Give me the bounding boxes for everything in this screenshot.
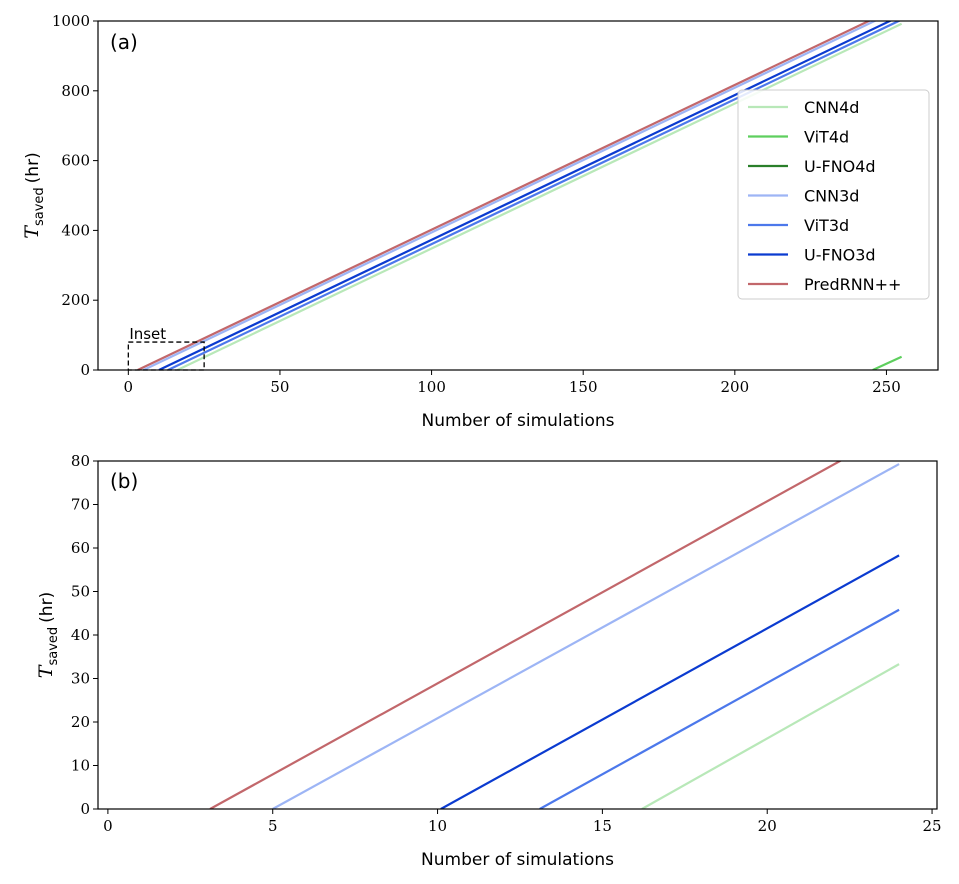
legend-entry-u-fno4d: U-FNO4d bbox=[804, 157, 876, 176]
series-line-u-fno3d bbox=[440, 554, 900, 809]
x-tick-label: 50 bbox=[270, 378, 289, 396]
y-tick-label: 400 bbox=[61, 221, 90, 239]
x-tick-label: 250 bbox=[872, 378, 901, 396]
x-tick-label: 150 bbox=[569, 378, 598, 396]
series-group bbox=[209, 461, 900, 809]
y-tick-label: 20 bbox=[71, 713, 90, 731]
x-axis-label: Number of simulations bbox=[422, 411, 615, 431]
x-tick-label: 100 bbox=[417, 378, 446, 396]
y-axis-label: Tsaved (hr) bbox=[21, 152, 47, 238]
y-axis-label-subscript: saved bbox=[32, 187, 47, 226]
series-line-predrnn bbox=[137, 21, 872, 370]
y-tick-label: 40 bbox=[71, 626, 90, 644]
y-tick-label: 0 bbox=[80, 800, 90, 818]
y-axis-label-unit: (hr) bbox=[37, 592, 57, 623]
legend-entry-vit4d: ViT4d bbox=[804, 128, 849, 147]
y-axis-label-subscript: saved bbox=[46, 627, 61, 666]
x-tick-label: 0 bbox=[103, 817, 113, 835]
y-axis-label-unit: (hr) bbox=[23, 152, 43, 183]
y-tick-label: 0 bbox=[80, 361, 90, 379]
y-axis-label-symbol: T bbox=[35, 664, 57, 678]
legend-entry-cnn3d: CNN3d bbox=[804, 187, 859, 206]
panel-b-chart: 0 5 10 15 20 25 0 10 20 30 40 50 60 70 80 Number of sim… bbox=[35, 452, 942, 870]
x-tick-label: 0 bbox=[124, 378, 134, 396]
series-line-cnn3d bbox=[272, 463, 900, 809]
y-tick-label: 200 bbox=[61, 291, 90, 309]
x-tick-label: 25 bbox=[923, 817, 942, 835]
y-tick-label: 10 bbox=[71, 757, 90, 775]
series-line-vit3d bbox=[167, 21, 902, 370]
series-line-vit3d bbox=[539, 608, 900, 809]
panel-label: (b) bbox=[110, 469, 138, 493]
x-tick-label: 10 bbox=[428, 817, 447, 835]
x-tick-label: 15 bbox=[593, 817, 612, 835]
legend-entry-vit3d: ViT3d bbox=[804, 216, 849, 235]
series-line-cnn3d bbox=[143, 21, 878, 370]
series-group bbox=[137, 21, 903, 370]
y-axis-label: Tsaved (hr) bbox=[35, 592, 61, 678]
y-tick-label: 60 bbox=[71, 539, 90, 557]
y-tick-label: 800 bbox=[61, 82, 90, 100]
y-tick-label: 600 bbox=[61, 152, 90, 170]
legend-entry-cnn4d: CNN4d bbox=[804, 98, 859, 117]
series-line-cnn4d bbox=[176, 22, 903, 370]
y-tick-label: 1000 bbox=[52, 12, 90, 30]
x-tick-label: 20 bbox=[758, 817, 777, 835]
panel-label: (a) bbox=[110, 30, 138, 54]
series-line-u-fno3d bbox=[158, 21, 893, 370]
x-tick-label: 200 bbox=[721, 378, 750, 396]
series-line-vit4d bbox=[872, 355, 903, 370]
legend-entry-predrnn: PredRNN++ bbox=[804, 275, 901, 294]
y-tick-label: 70 bbox=[71, 496, 90, 514]
y-tick-label: 80 bbox=[71, 452, 90, 470]
legend-box bbox=[737, 89, 930, 300]
panel-a-chart: Inset 0 50 100 150 200 250 0 200 400 600 800 1000 Num… bbox=[21, 12, 939, 431]
y-tick-label: 30 bbox=[71, 670, 90, 688]
series-line-cnn4d bbox=[641, 663, 900, 809]
x-tick-label: 5 bbox=[268, 817, 278, 835]
inset-label: Inset bbox=[129, 325, 166, 343]
axes-frame bbox=[97, 20, 939, 371]
x-axis-label: Number of simulations bbox=[421, 850, 614, 870]
y-tick-label: 50 bbox=[71, 583, 90, 601]
inset-region-box bbox=[127, 341, 205, 371]
y-axis-label-symbol: T bbox=[21, 225, 43, 239]
series-line-predrnn bbox=[209, 461, 843, 809]
legend-entry-u-fno3d: U-FNO3d bbox=[804, 246, 876, 265]
legend: CNN4d ViT4d U-FNO4d CNN3d ViT3d U-FNO3d PredRN… bbox=[737, 89, 930, 300]
